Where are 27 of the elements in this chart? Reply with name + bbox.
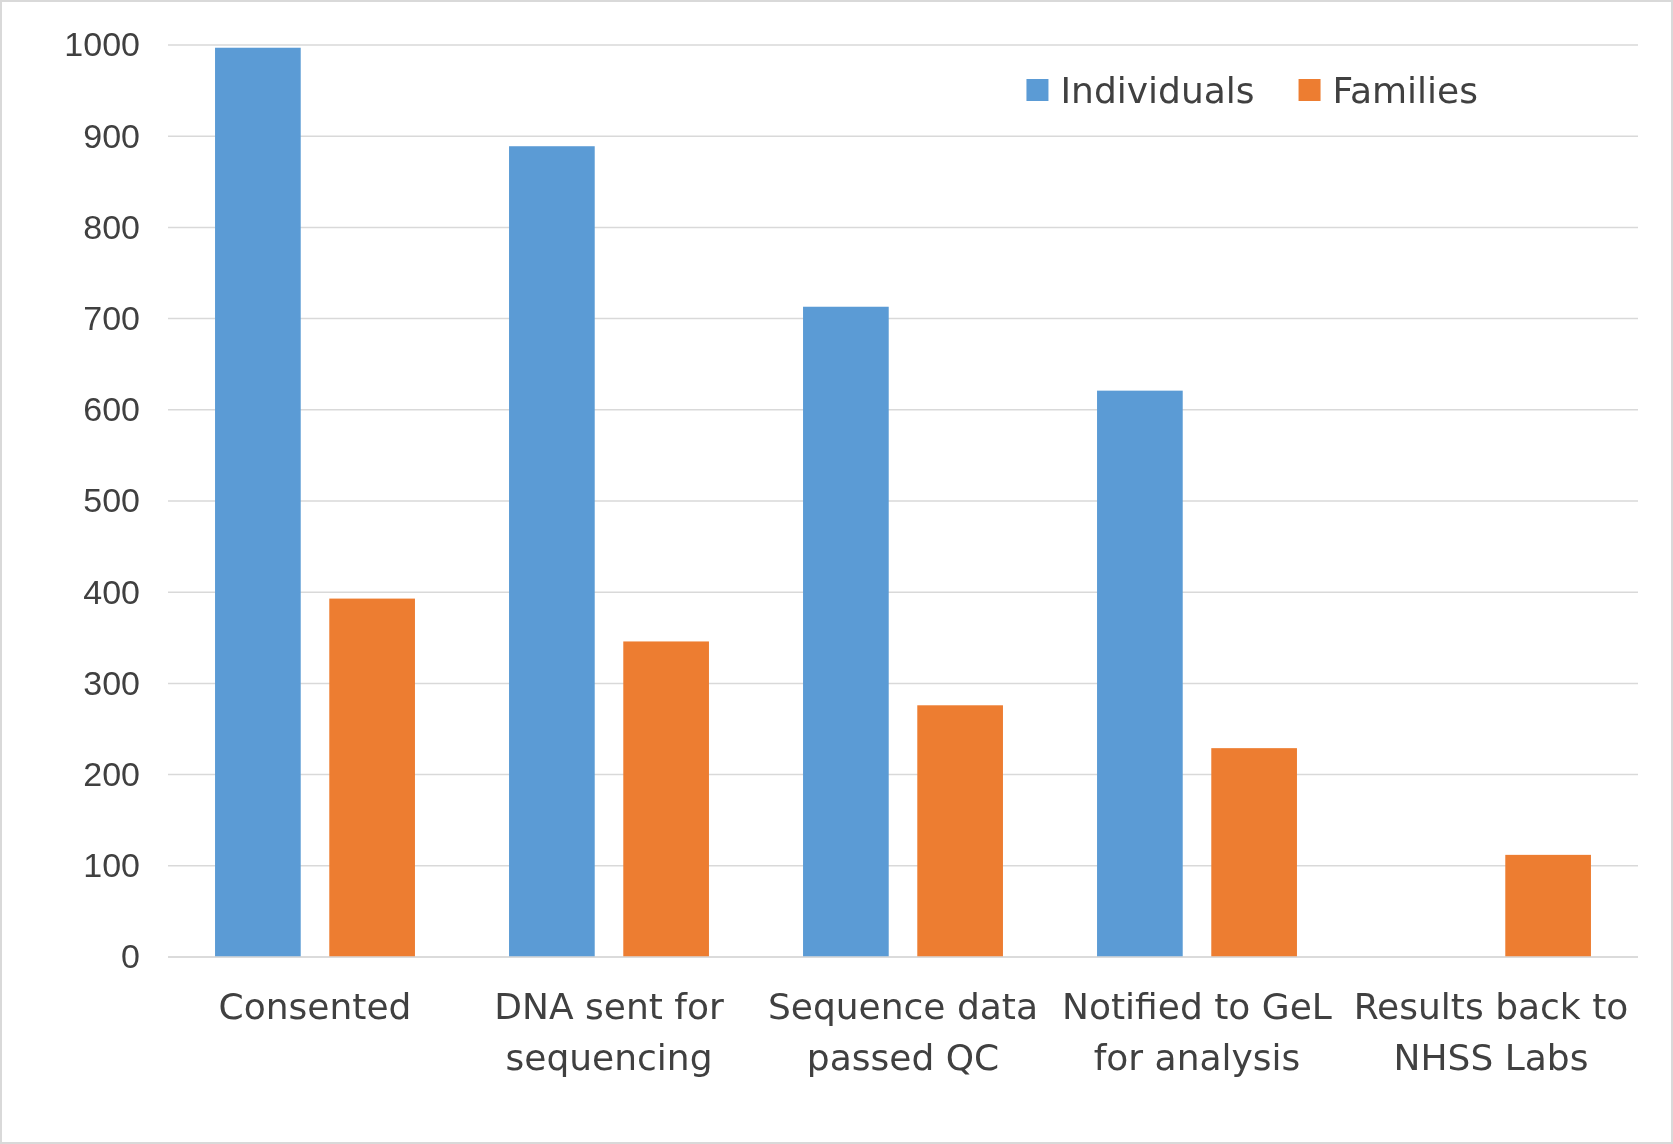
y-tick-label: 700 [83, 298, 140, 337]
y-tick-label: 1000 [64, 25, 140, 64]
x-tick-label: DNA sent for sequencing [494, 986, 724, 1078]
bar [1505, 854, 1591, 957]
x-tick-label: Results back to NHSS Labs [1353, 986, 1629, 1078]
bar [509, 146, 595, 957]
y-tick-label: 800 [83, 207, 140, 246]
bar [215, 47, 301, 957]
bar [1211, 748, 1297, 957]
legend-label: Families [1332, 70, 1478, 111]
y-tick-label: 600 [83, 390, 140, 429]
x-tick-label: Sequence data passed QC [767, 986, 1039, 1078]
y-tick-label: 0 [121, 937, 140, 976]
bar [329, 598, 415, 957]
y-tick-label: 400 [83, 572, 140, 611]
bar [623, 641, 709, 957]
x-tick-label: Consented [218, 986, 412, 1027]
y-tick-label: 300 [83, 663, 140, 702]
x-tick-label: Notified to GeL for analysis [1062, 986, 1332, 1078]
y-tick-label: 200 [83, 754, 140, 793]
y-tick-label: 100 [83, 846, 140, 885]
y-tick-label: 900 [83, 116, 140, 155]
bar [803, 306, 889, 957]
bar [1097, 390, 1183, 957]
y-tick-label: 500 [83, 481, 140, 520]
bar [917, 705, 1003, 957]
legend-label: Individuals [1060, 70, 1255, 111]
